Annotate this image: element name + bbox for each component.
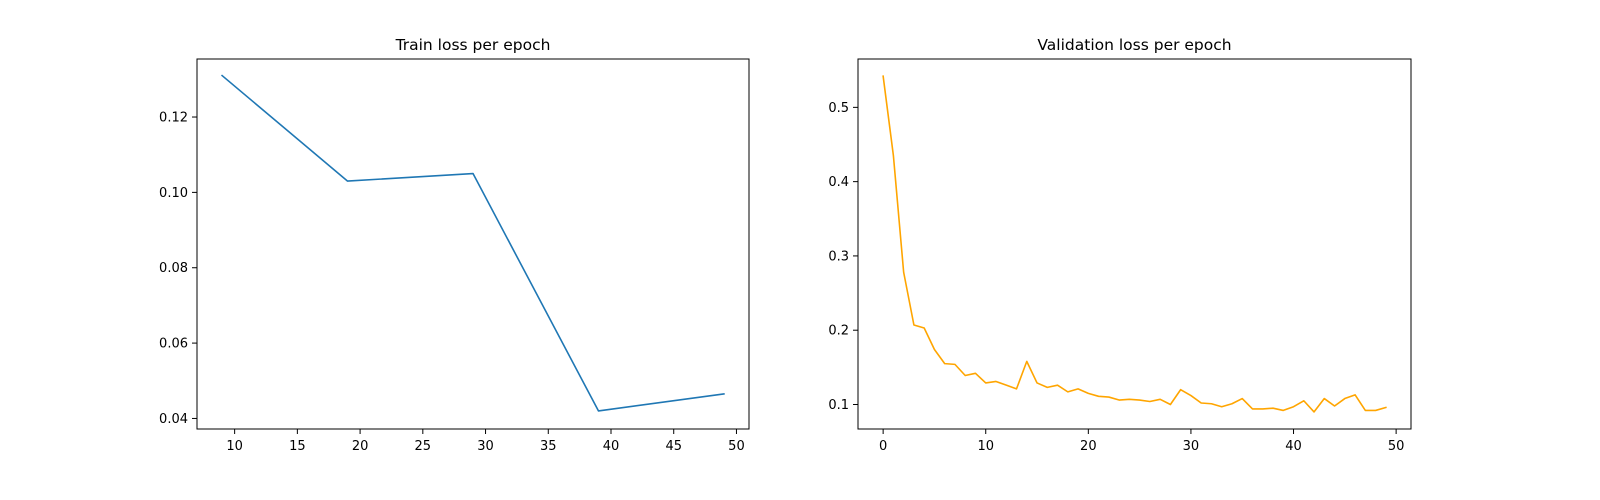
- train-loss-y-tick-label: 0.06: [159, 337, 188, 352]
- train-loss-y-tick-label: 0.08: [159, 261, 188, 276]
- validation-loss-plot-area: [857, 58, 1412, 430]
- validation-loss-series-line-0: [882, 75, 1387, 413]
- train-loss-y-axis: 0.04 0.06 0.08 0.10 0.12: [159, 111, 197, 427]
- validation-loss-x-tick-label: 10: [977, 439, 994, 454]
- train-loss-x-tick-label: 25: [415, 439, 432, 454]
- validation-loss-y-tick-label: 0.4: [828, 175, 849, 190]
- validation-loss-y-tick-label: 0.5: [828, 101, 849, 116]
- train-loss-plot-area: [196, 58, 750, 430]
- train-loss-x-tick-label: 45: [665, 439, 682, 454]
- train-loss-x-tick-label: 35: [540, 439, 557, 454]
- validation-loss-series-layer: [882, 75, 1387, 413]
- validation-loss-chart: 0 10 20 30 40 50 0.1 0.2 0.3 0.4 0.5 Validation l…: [828, 36, 1412, 454]
- train-loss-y-tick-label: 0.12: [159, 111, 188, 126]
- train-loss-chart: 10 15 20 25 30 35 40 45 50 0.040.060.080.100.12 …: [159, 36, 750, 454]
- train-loss-x-axis: 10 15 20 25 30 35 40 45 50: [226, 429, 745, 454]
- train-loss-x-tick-label: 20: [352, 439, 369, 454]
- train-loss-x-tick-label: 10: [226, 439, 243, 454]
- train-loss-x-tick-label: 15: [289, 439, 306, 454]
- validation-loss-x-tick-label: 30: [1183, 439, 1200, 454]
- validation-loss-title: Validation loss per epoch: [1037, 36, 1231, 54]
- validation-loss-x-tick-label: 50: [1388, 439, 1405, 454]
- validation-loss-y-tick-label: 0.3: [828, 249, 849, 264]
- train-loss-y-tick-label: 0.10: [159, 186, 188, 201]
- train-loss-title: Train loss per epoch: [395, 36, 551, 54]
- validation-loss-y-axis: 0.1 0.2 0.3 0.4 0.5: [828, 101, 858, 413]
- train-loss-x-tick-label: 40: [603, 439, 620, 454]
- train-loss-x-tick-label: 50: [728, 439, 745, 454]
- validation-loss-x-tick-label: 0: [879, 439, 887, 454]
- validation-loss-x-tick-label: 40: [1285, 439, 1302, 454]
- train-loss-x-tick-label: 30: [477, 439, 494, 454]
- train-loss-series-line-0: [220, 74, 725, 412]
- validation-loss-y-tick-label: 0.1: [828, 398, 849, 413]
- validation-loss-y-tick-label: 0.2: [828, 324, 849, 339]
- validation-loss-x-tick-label: 20: [1080, 439, 1097, 454]
- validation-loss-x-axis: 0 10 20 30 40 50: [879, 429, 1404, 454]
- train-loss-series-layer: [220, 74, 725, 412]
- train-loss-y-tick-label: 0.04: [159, 412, 188, 427]
